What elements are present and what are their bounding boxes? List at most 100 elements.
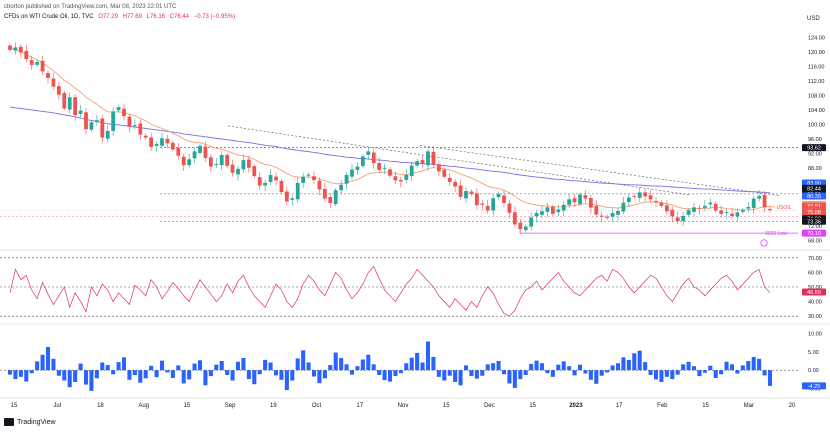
candle-body [702, 205, 707, 208]
histogram-bar [675, 370, 680, 375]
time-tick-label: 20 [789, 403, 796, 409]
histogram-bar [523, 370, 528, 375]
histogram-bar [7, 370, 13, 375]
histogram-bar [159, 360, 165, 371]
histogram-bar [290, 370, 295, 381]
candle-body [735, 212, 740, 217]
hist-value-badge [802, 382, 826, 390]
histogram-bar [24, 370, 29, 382]
histogram-bar [371, 364, 376, 371]
candle-body [333, 190, 338, 205]
candle-body [24, 50, 29, 60]
candle-body [556, 209, 561, 213]
candle-body [762, 194, 767, 208]
histogram-bar [567, 366, 572, 371]
histogram-bar [225, 370, 230, 375]
histogram-bar [751, 356, 756, 371]
histogram-bar [170, 370, 175, 378]
candle-body [312, 176, 316, 181]
histogram-bar [333, 352, 338, 371]
candle-body [154, 144, 159, 146]
histogram-bar [561, 361, 566, 371]
histogram-bar [355, 366, 360, 371]
candle-body [382, 167, 387, 169]
candle-body [317, 180, 322, 190]
candle-body [393, 176, 398, 181]
candle-body [757, 196, 762, 199]
price-tick-label: 88.00 [808, 166, 822, 172]
candle-body [176, 147, 181, 156]
histogram-bar [339, 358, 344, 371]
candle-body [116, 107, 121, 111]
histogram-bar [599, 370, 604, 376]
candle-body [572, 198, 577, 203]
histogram-bar [702, 370, 707, 373]
candle-body [203, 146, 208, 158]
histogram-bar [78, 363, 83, 371]
candle-body [708, 202, 713, 205]
time-tick-label: Dec [484, 403, 495, 409]
candle-body [740, 210, 745, 212]
candle-body [621, 202, 626, 212]
histogram-bar [686, 361, 691, 371]
hist-value-label: -4.25 [808, 384, 821, 390]
candle-body [208, 157, 213, 167]
candle-body [263, 182, 268, 186]
candle-body [523, 226, 528, 231]
candle-body [339, 184, 344, 191]
candle-body [534, 213, 539, 217]
histogram-bar [56, 370, 61, 376]
histogram-bar [349, 370, 355, 375]
histogram-bar [729, 364, 735, 371]
histogram-bar [637, 350, 642, 371]
histogram-bar [89, 370, 94, 391]
candle-body [219, 154, 224, 166]
time-tick-label: 15 [443, 403, 450, 409]
histogram-bar [143, 370, 148, 379]
price-tick-label: 68.00 [808, 239, 822, 245]
candle-body [675, 217, 680, 222]
candle-body [89, 122, 94, 130]
candle-body [35, 61, 40, 65]
candle-body [616, 210, 620, 215]
candle-body [719, 210, 724, 214]
candle-body [165, 138, 170, 144]
candle-body [637, 192, 642, 198]
histogram-bar [724, 361, 729, 371]
candle-body [436, 164, 441, 172]
histogram-bar [127, 370, 132, 380]
candle-body [355, 166, 360, 171]
histogram-bar [556, 364, 561, 371]
histogram-bar [111, 370, 116, 375]
histogram-bar [100, 362, 105, 371]
candle-body [583, 195, 588, 199]
candle-body [730, 213, 734, 217]
price-axis-badge-label: 93.62 [807, 146, 821, 152]
candle-body [550, 206, 555, 214]
candle-body [746, 206, 751, 209]
candle-body [143, 135, 148, 138]
candle-body [138, 123, 143, 135]
histogram-bar [572, 370, 577, 376]
price-axis-badge-label: 80.30 [807, 194, 821, 200]
rsi-tick-label: 40.00 [808, 300, 822, 306]
candle-body [659, 202, 664, 206]
tradingview-brand[interactable]: TradingView [4, 418, 56, 426]
histogram-bar [648, 370, 653, 375]
histogram-bar [713, 370, 718, 378]
candle-body [692, 207, 696, 212]
currency-label: USD [807, 16, 820, 22]
histogram-bar [176, 365, 181, 371]
candle-body [529, 217, 534, 227]
candle-body [198, 145, 202, 153]
histogram-bar [767, 370, 773, 386]
price-axis-badge [802, 184, 826, 192]
histogram-bar [311, 370, 317, 377]
histogram-bar [501, 370, 507, 375]
histogram-bar [404, 363, 409, 371]
time-tick-label: Nov [398, 403, 409, 409]
candle-body [257, 177, 262, 186]
histogram-bar [615, 363, 621, 371]
candle-body [496, 193, 501, 198]
